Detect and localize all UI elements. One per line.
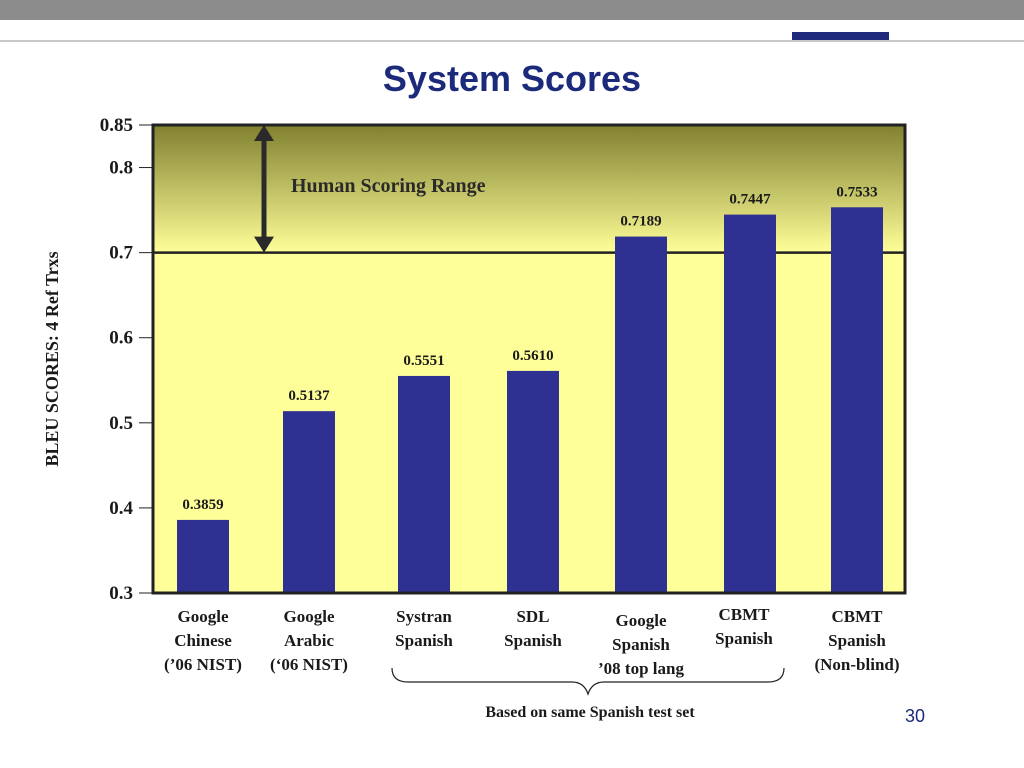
x-category-label: Systran Spanish	[359, 605, 489, 653]
top-banner	[0, 0, 1024, 20]
category-label-line: Spanish	[395, 631, 453, 650]
bar	[507, 370, 559, 593]
category-label-line: (Non-blind)	[814, 655, 900, 674]
category-label-line: CBMT	[718, 605, 770, 624]
header-divider	[0, 40, 1024, 42]
bar	[398, 375, 450, 593]
human-range-band	[153, 125, 905, 253]
y-tick-label: 0.5	[109, 413, 133, 434]
category-label-line: Spanish	[828, 631, 886, 650]
y-tick-label: 0.3	[109, 583, 133, 604]
page-number: 30	[905, 706, 926, 726]
bar	[177, 519, 229, 593]
human-range-label: Human Scoring Range	[291, 175, 486, 197]
arrow-up-icon	[254, 125, 274, 141]
test-set-note: Based on same Spanish test set	[485, 704, 695, 721]
category-label-line: Arabic	[283, 631, 335, 650]
x-category-label: CBMT Spanish	[679, 603, 809, 651]
category-label-line: Google	[615, 611, 667, 630]
x-category-label: Google Chinese (’06 NIST)	[138, 605, 268, 677]
y-tick-label: 0.7	[109, 243, 133, 264]
slide-title: System Scores	[382, 58, 642, 99]
category-label-line: SDL	[516, 607, 550, 626]
arrow-down-icon	[254, 236, 274, 253]
category-label-line: Spanish	[612, 635, 670, 654]
category-label-line: (’06 NIST)	[164, 655, 242, 674]
accent-block	[792, 32, 889, 40]
y-axis-title: BLEU SCORES: 4 Ref Trxs	[42, 251, 62, 466]
y-tick-label: 0.8	[109, 158, 133, 179]
bar-value-label: 0.7533	[836, 184, 877, 200]
category-label-line: Chinese	[174, 631, 232, 650]
bar	[615, 236, 667, 593]
x-category-label: CBMT Spanish (Non-blind)	[792, 605, 922, 677]
category-label-line: Google	[283, 607, 335, 626]
plot-frame	[151, 123, 907, 595]
bar	[283, 411, 335, 593]
y-tick-label: 0.6	[109, 328, 133, 349]
category-label-line: Spanish	[715, 629, 773, 648]
x-category-label: Google Arabic (‘06 NIST)	[244, 605, 374, 677]
bar-value-label: 0.5610	[512, 348, 553, 364]
category-label-line: ’08 top lang	[598, 659, 684, 678]
bar	[831, 207, 883, 594]
bar	[724, 214, 776, 594]
bar-value-label: 0.3859	[182, 497, 223, 513]
bar-value-label: 0.7189	[620, 214, 661, 230]
category-label-line: Google	[177, 607, 229, 626]
category-label-line: CBMT	[831, 607, 883, 626]
bar-value-label: 0.7447	[729, 192, 771, 208]
x-category-label: SDL Spanish	[468, 605, 598, 653]
bar-value-label: 0.5551	[403, 353, 444, 369]
category-label-line: Systran	[396, 607, 452, 626]
y-tick-label: 0.4	[109, 498, 133, 519]
category-label-line: Spanish	[504, 631, 562, 650]
y-tick-label: 0.85	[100, 115, 133, 136]
category-label-line: (‘06 NIST)	[270, 655, 348, 674]
bar-value-label: 0.5137	[288, 388, 330, 404]
